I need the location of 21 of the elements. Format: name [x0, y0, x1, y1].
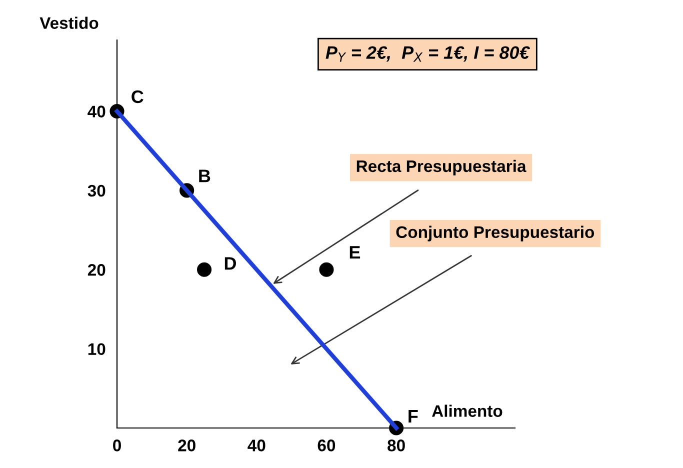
- y-tick-label: 30: [88, 184, 106, 197]
- annotation: C: [132, 90, 144, 104]
- x-axis-title: Alimento: [432, 404, 502, 417]
- annotation: D: [224, 257, 236, 270]
- annotation: E: [350, 246, 360, 259]
- chart-title: P$_{Y}$ = 2€, P$_{X}$ = 1€, I = 80€: [326, 46, 530, 62]
- annotation: Recta Presupuestaria: [356, 160, 526, 176]
- x-tick-label: 60: [318, 440, 336, 452]
- annotation: B: [199, 170, 210, 182]
- point: [196, 262, 212, 277]
- annotation: Conjunto Presupuestario: [396, 226, 594, 242]
- y-tick-label: 40: [88, 106, 106, 118]
- y-axis-title: Vestido: [40, 16, 98, 29]
- y-tick-label: 10: [88, 343, 106, 356]
- x-tick-label: 0: [113, 440, 121, 452]
- x-tick-label: 20: [178, 440, 196, 452]
- x-tick-label: 40: [248, 440, 266, 452]
- x-tick-label: 80: [388, 440, 405, 452]
- y-tick-label: 20: [88, 264, 106, 276]
- annotation: F: [408, 410, 418, 422]
- point: [319, 262, 334, 277]
